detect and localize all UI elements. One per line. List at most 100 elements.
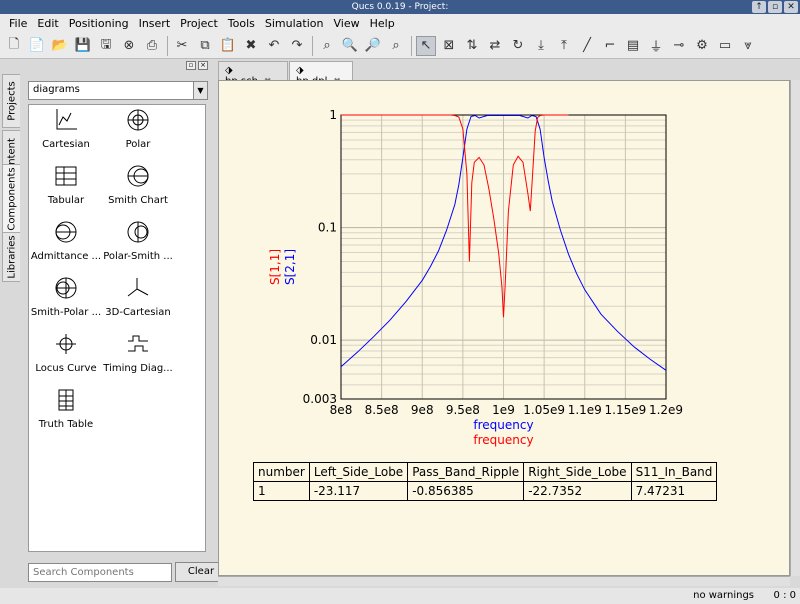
- component-admittance[interactable]: Admittance ...: [29, 219, 103, 262]
- view-data-icon[interactable]: ▭: [718, 38, 732, 53]
- horizontal-scrollbar[interactable]: [218, 576, 790, 586]
- x-tick-label: 1.05e9: [523, 403, 565, 417]
- new-text-icon[interactable]: 📄: [28, 38, 46, 53]
- chevron-down-icon[interactable]: ▼: [193, 82, 207, 99]
- locus-curve-icon: [56, 334, 76, 354]
- x-tick-label: 1e9: [492, 403, 515, 417]
- status-bar: no warnings 0 : 0: [0, 588, 800, 604]
- mirror-y-icon[interactable]: ⇄: [489, 38, 501, 53]
- search-components-input[interactable]: [28, 563, 172, 582]
- component-3d-cartesian[interactable]: 3D-Cartesian: [101, 275, 175, 318]
- component-tabular[interactable]: Tabular: [29, 163, 103, 206]
- print-icon[interactable]: ⎙: [146, 38, 158, 53]
- table-header-cell: Pass_Band_Ripple: [407, 462, 525, 482]
- display-canvas[interactable]: 8e8 8.5e8 9e8 9.5e8 1e9 1.05e9 1.1e9 1.15e9 1.2e…: [218, 80, 790, 576]
- menu-insert[interactable]: Insert: [138, 17, 171, 30]
- zoom-fit-icon[interactable]: ⌕: [323, 38, 331, 53]
- equation-icon[interactable]: ▤: [626, 38, 640, 53]
- new-file-icon[interactable]: 🗋: [8, 36, 20, 52]
- component-polar[interactable]: Polar: [101, 107, 175, 150]
- tab-bp-dpl[interactable]: ⬗ bp.dpl✖: [289, 61, 353, 87]
- component-smith-polar[interactable]: Smith-Polar ...: [29, 275, 103, 318]
- tab-projects[interactable]: Projects: [2, 74, 20, 128]
- cut-icon[interactable]: ✂: [176, 38, 188, 53]
- paste-icon[interactable]: 📋: [219, 38, 237, 53]
- menu-help[interactable]: Help: [369, 17, 395, 30]
- side-tabs: Projects Content Components Libraries: [0, 60, 22, 588]
- dock-close-icon[interactable]: ×: [198, 61, 208, 70]
- timing-diagram-icon: [128, 335, 148, 352]
- deactivate-icon[interactable]: ⊠: [443, 38, 455, 53]
- component-locus-curve[interactable]: Locus Curve: [29, 331, 103, 374]
- y-tick-label: 0.01: [310, 333, 337, 347]
- component-smith-chart[interactable]: Smith Chart: [101, 163, 175, 206]
- component-truth-table[interactable]: Truth Table: [29, 387, 103, 430]
- window-up-button[interactable]: ↑: [752, 1, 766, 13]
- component-cartesian[interactable]: Cartesian: [29, 107, 103, 150]
- component-timing-diagram[interactable]: Timing Diag...: [101, 331, 175, 374]
- menu-edit[interactable]: Edit: [37, 17, 59, 30]
- component-polar-smith[interactable]: Polar-Smith ...: [101, 219, 175, 262]
- cartesian-diagram[interactable]: 8e8 8.5e8 9e8 9.5e8 1e9 1.05e9 1.1e9 1.15e9 1.2e…: [219, 81, 791, 461]
- exit-subcircuit-icon[interactable]: ⤒: [561, 38, 567, 53]
- tab-bp-sch[interactable]: ⬗ bp.sch✖: [218, 61, 288, 87]
- marker-icon[interactable]: ⩔: [744, 38, 752, 53]
- 3d-cartesian-icon: [127, 278, 149, 297]
- menu-project[interactable]: Project: [180, 17, 218, 30]
- vertical-scrollbar[interactable]: [790, 80, 800, 576]
- table-cell: 7.47231: [630, 481, 718, 501]
- components-dock: ▫ × diagrams ▼ Cartesian Polar Tabular S…: [22, 60, 227, 588]
- simulate-icon[interactable]: ⚙: [696, 38, 708, 53]
- port-icon[interactable]: ⊸: [673, 38, 685, 53]
- series-line: [340, 114, 667, 371]
- undo-icon[interactable]: ↶: [268, 38, 280, 53]
- mirror-x-icon[interactable]: ⇅: [466, 38, 478, 53]
- menu-simulation[interactable]: Simulation: [264, 17, 324, 30]
- table-header-cell: Right_Side_Lobe: [523, 462, 632, 482]
- x-tick-label: 8e8: [330, 403, 353, 417]
- window-close-button[interactable]: ✕: [784, 1, 798, 13]
- polar-icon: [127, 109, 149, 131]
- zoom-one-icon[interactable]: ⌕: [392, 38, 400, 53]
- toolbar-separator: [411, 35, 412, 56]
- tab-libraries[interactable]: Libraries: [2, 232, 20, 282]
- display-icon: ⬗: [296, 65, 304, 76]
- select-cursor-icon[interactable]: ↖: [416, 35, 436, 56]
- zoom-in-icon[interactable]: 🔍: [341, 38, 359, 53]
- warnings-status: no warnings: [693, 590, 754, 601]
- copy-icon[interactable]: ⧉: [200, 38, 210, 53]
- zoom-out-icon[interactable]: 🔎: [364, 38, 382, 53]
- ground-icon[interactable]: ⏚: [649, 40, 663, 55]
- dock-float-icon[interactable]: ▫: [186, 61, 196, 70]
- schematic-icon: ⬗: [225, 65, 233, 76]
- menu-positioning[interactable]: Positioning: [68, 17, 129, 30]
- window-maximize-button[interactable]: ▫: [768, 1, 782, 13]
- save-all-icon[interactable]: 🖫: [100, 36, 112, 52]
- y-axis-label: S[2,1]: [283, 249, 297, 285]
- x-axis-label: frequency: [473, 433, 533, 447]
- wire-icon[interactable]: ╱: [583, 38, 591, 53]
- x-tick-label: 1.1e9: [568, 403, 602, 417]
- x-tick-label: 9e8: [411, 403, 434, 417]
- y-tick-label: 1: [329, 108, 337, 122]
- menu-tools[interactable]: Tools: [227, 17, 255, 30]
- save-icon[interactable]: 💾: [74, 38, 92, 53]
- rotate-icon[interactable]: ↻: [512, 38, 524, 53]
- truth-table-icon: [58, 389, 74, 411]
- category-select[interactable]: diagrams ▼: [28, 81, 208, 100]
- close-file-icon[interactable]: ⊗: [123, 38, 135, 53]
- open-folder-icon[interactable]: 📂: [51, 38, 69, 53]
- menu-file[interactable]: File: [9, 17, 28, 30]
- title-bar: Qucs 0.0.19 - Project: ↑ ▫ ✕: [0, 0, 800, 14]
- result-table: number Left_Side_Lobe Pass_Band_Ripple R…: [253, 462, 718, 501]
- x-tick-label: 9.5e8: [446, 403, 480, 417]
- tab-components[interactable]: Components: [2, 164, 20, 234]
- menu-view[interactable]: View: [333, 17, 360, 30]
- table-cell: -23.117: [308, 481, 409, 501]
- wire-label-icon[interactable]: ⌐: [604, 38, 616, 53]
- smith-polar-icon: [55, 277, 77, 299]
- enter-subcircuit-icon[interactable]: ⤓: [538, 38, 544, 53]
- redo-icon[interactable]: ↷: [291, 38, 303, 53]
- delete-icon[interactable]: ✖: [245, 38, 257, 53]
- x-tick-label: 1.15e9: [605, 403, 647, 417]
